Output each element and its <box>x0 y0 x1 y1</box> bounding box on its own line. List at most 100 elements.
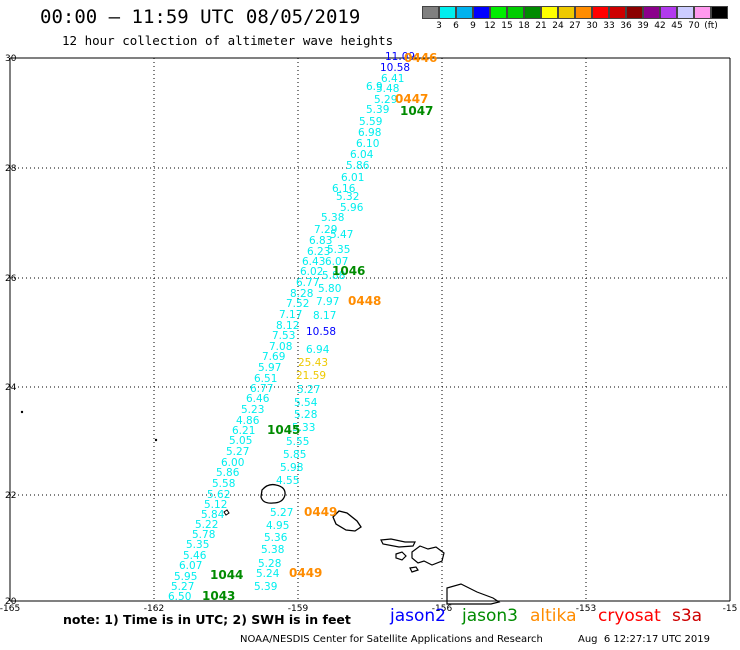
colorbar-swatch <box>558 6 575 19</box>
wave-height-labels: 11.0910.586.415.486.95.295.395.596.986.1… <box>168 51 415 603</box>
wave-height-value: 6.43 <box>302 256 325 268</box>
wave-height-value: 5.36 <box>264 532 288 544</box>
wave-height-value: 5.12 <box>204 499 227 511</box>
wave-height-value: 7.97 <box>316 296 339 308</box>
colorbar-swatch <box>626 6 643 19</box>
wave-height-value: 5.39 <box>366 104 389 116</box>
footer-note: note: 1) Time is in UTC; 2) SWH is in fe… <box>63 612 351 627</box>
wave-height-value: 5.32 <box>336 191 359 203</box>
satellite-legend-altika: altika <box>530 606 577 626</box>
wave-height-value: 5.28 <box>258 558 281 570</box>
colorbar-label: 27 <box>569 21 581 31</box>
wave-height-value: 6.9 <box>366 81 383 93</box>
pass-time-label: 0446 <box>404 51 437 65</box>
colorbar-label: 12 <box>484 21 496 31</box>
wave-height-value: 25.43 <box>298 357 328 369</box>
wave-height-value: 5.96 <box>340 202 364 214</box>
credit-text: NOAA/NESDIS Center for Satellite Applica… <box>240 634 543 645</box>
wave-height-value: 4.95 <box>266 520 289 532</box>
wave-height-value: 7.69 <box>262 351 285 363</box>
island-lanai <box>395 551 407 561</box>
dot-island-2 <box>154 438 158 442</box>
colorbar-swatch <box>541 6 558 19</box>
map-grid: -165 -162 -159 -156 -153 -15 30 28 26 24 22 20 <box>0 54 737 614</box>
colorbar-swatch <box>660 6 677 19</box>
wave-height-value: 21.59 <box>296 370 326 382</box>
wave-height-value: 5.88 <box>322 270 345 282</box>
colorbar-label: 18 <box>518 21 530 31</box>
wave-height-value: 5.54 <box>294 397 318 409</box>
wave-height-value: 5.29 <box>374 94 397 106</box>
wave-height-value: 5.55 <box>286 436 309 448</box>
wave-height-value: 5.05 <box>229 435 252 447</box>
wave-height-value: 6.07 <box>325 256 348 268</box>
colorbar-label: 30 <box>586 21 598 31</box>
wave-height-value: 5.38 <box>321 212 344 224</box>
satellite-legend-s3a: s3a <box>672 606 703 626</box>
colorbar-label: 33 <box>603 21 615 31</box>
wave-height-value: 6.83 <box>309 235 332 247</box>
island-kahoolawe <box>409 566 419 573</box>
colorbar-swatch <box>490 6 507 19</box>
colorbar-swatch <box>439 6 456 19</box>
wave-height-value: 6.00 <box>221 457 244 469</box>
hawaiian-islands <box>20 410 501 605</box>
colorbar-swatch <box>694 6 711 19</box>
wave-height-value: 6.77 <box>296 277 319 289</box>
wave-height-value: 5.33 <box>292 422 315 434</box>
wave-height-value: 5.84 <box>201 509 225 521</box>
island-maui <box>411 545 445 566</box>
wave-height-value: 6.51 <box>254 373 277 385</box>
wave-height-value: 7.17 <box>279 309 302 321</box>
lat-tick-label: 28 <box>5 164 17 174</box>
wave-height-value: 6.77 <box>250 383 273 395</box>
wave-height-value: 6.21 <box>232 425 255 437</box>
wave-height-value: 5.35 <box>186 539 209 551</box>
wave-height-value: 5.27 <box>270 507 293 519</box>
wave-height-value: 7.53 <box>272 330 295 342</box>
colorbar-swatch <box>575 6 592 19</box>
lat-tick-label: 30 <box>5 54 17 64</box>
generated-timestamp: Aug 6 12:27:17 UTC 2019 <box>578 634 710 645</box>
pass-time-label: 0447 <box>395 92 428 106</box>
colorbar-label: 39 <box>637 21 649 31</box>
wave-height-value: 5.98 <box>280 462 303 474</box>
pass-time-label: 1046 <box>332 264 365 278</box>
wave-height-value: 6.10 <box>356 138 379 150</box>
island-niihau <box>223 509 230 516</box>
wave-height-value: 7.29 <box>314 224 337 236</box>
wave-height-value: 5.59 <box>359 116 382 128</box>
wave-height-value: 5.27 <box>171 581 194 593</box>
colorbar-label: 3 <box>436 21 442 31</box>
satellite-legend-jason2: jason2 <box>390 606 446 626</box>
lat-tick-label: 24 <box>5 383 17 393</box>
wave-height-value: 5.58 <box>212 478 235 490</box>
wave-height-value: 5.24 <box>256 568 280 580</box>
colorbar-swatch <box>643 6 660 19</box>
wave-height-value: 5.85 <box>283 449 306 461</box>
colorbar-label: 21 <box>535 21 547 31</box>
wave-height-value: 6.50 <box>168 591 191 603</box>
map-title: 00:00 – 11:59 UTC 08/05/2019 <box>40 6 361 28</box>
lon-tick-label: -15 <box>723 604 738 614</box>
wave-height-value: 5.78 <box>192 529 215 541</box>
wave-height-value: 4.86 <box>236 415 260 427</box>
map-subtitle: 12 hour collection of altimeter wave hei… <box>62 33 394 48</box>
colorbar-swatch <box>677 6 694 19</box>
colorbar-label: 9 <box>470 21 476 31</box>
colorbar-swatch <box>456 6 473 19</box>
wave-height-value: 5.48 <box>376 83 399 95</box>
pass-time-label: 1047 <box>400 104 433 118</box>
wave-height-value: 7.52 <box>286 298 309 310</box>
wave-height-value: 5.23 <box>241 404 264 416</box>
wave-height-value: 4.55 <box>276 475 299 487</box>
wave-height-value: 5.62 <box>207 489 230 501</box>
colorbar-label: 6 <box>453 21 459 31</box>
wave-height-value: 5.95 <box>174 571 197 583</box>
lat-tick-label: 26 <box>5 274 17 284</box>
colorbar-swatch <box>473 6 490 19</box>
wave-height-value: 5.28 <box>294 409 317 421</box>
colorbar-label: 45 <box>671 21 683 31</box>
wave-height-value: 5.39 <box>254 581 277 593</box>
lon-tick-label: -156 <box>432 604 453 614</box>
